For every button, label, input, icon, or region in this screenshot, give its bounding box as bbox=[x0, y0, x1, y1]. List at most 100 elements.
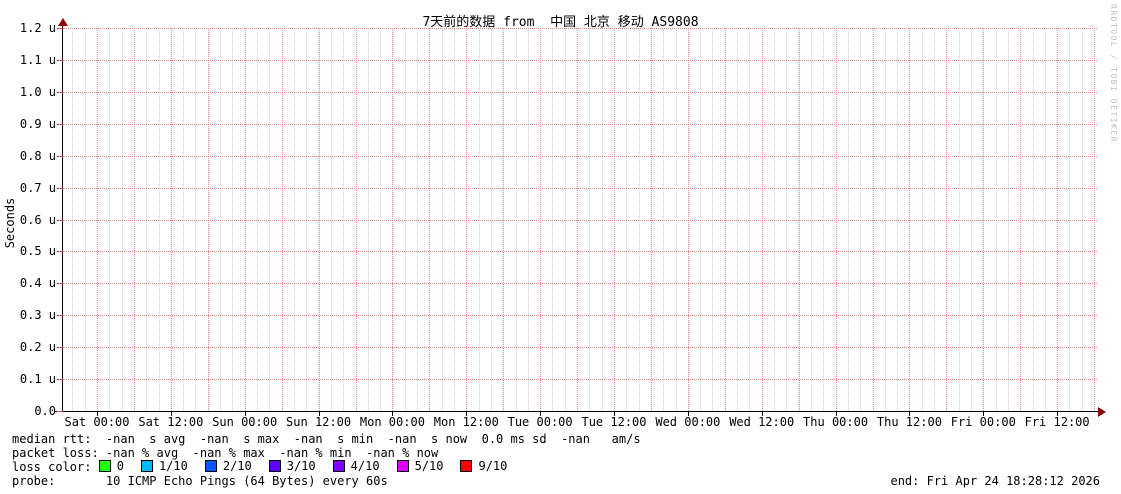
x-tick-label: Thu 12:00 bbox=[876, 415, 942, 429]
x-tick-label: Mon 00:00 bbox=[359, 415, 425, 429]
y-tick-label: 0.7 u bbox=[19, 180, 56, 195]
y-tick-mark bbox=[57, 28, 63, 29]
loss-color-item: 5/10 bbox=[396, 459, 444, 473]
y-tick-mark bbox=[57, 283, 63, 285]
end-timestamp: end: Fri Apr 24 18:28:12 2026 bbox=[890, 474, 1100, 488]
y-tick-label: 0.6 u bbox=[19, 212, 56, 227]
x-tick-mark bbox=[540, 411, 542, 416]
x-tick-label: Tue 00:00 bbox=[507, 415, 573, 429]
x-tick-mark bbox=[244, 411, 246, 416]
grid-line-major-horizontal bbox=[63, 283, 1097, 285]
y-tick-mark bbox=[57, 315, 63, 317]
grid-line-major-horizontal bbox=[63, 315, 1097, 317]
loss-color-items: 0 1/10 2/10 3/10 4/10 5/10 9/10 bbox=[98, 459, 525, 475]
loss-color-value: 0 bbox=[116, 459, 124, 473]
x-tick-label: Wed 00:00 bbox=[655, 415, 721, 429]
x-tick-mark bbox=[392, 411, 394, 416]
loss-color-value: 3/10 bbox=[286, 459, 316, 473]
loss-color-swatch bbox=[98, 460, 111, 472]
plot-area bbox=[63, 28, 1097, 411]
x-tick-label: Thu 00:00 bbox=[803, 415, 869, 429]
x-axis-line bbox=[55, 411, 1100, 412]
x-tick-label: Fri 00:00 bbox=[950, 415, 1016, 429]
loss-color-value: 1/10 bbox=[158, 459, 188, 473]
x-tick-label: Sat 00:00 bbox=[64, 415, 130, 429]
loss-color-swatch bbox=[332, 460, 345, 472]
rrdtool-watermark: RRDTOOL / TOBI OETIKER bbox=[1109, 4, 1118, 143]
probe-info: probe: 10 ICMP Echo Pings (64 Bytes) eve… bbox=[12, 474, 388, 488]
x-tick-label: Sat 12:00 bbox=[138, 415, 204, 429]
x-tick-mark bbox=[761, 411, 763, 416]
y-axis-line bbox=[62, 25, 63, 412]
x-tick-label: Sun 00:00 bbox=[212, 415, 278, 429]
x-tick-mark bbox=[170, 411, 172, 416]
y-tick-mark bbox=[57, 379, 63, 381]
loss-color-swatch bbox=[268, 460, 281, 472]
y-tick-label: 0.5 u bbox=[19, 244, 56, 259]
x-tick-label: Tue 12:00 bbox=[581, 415, 647, 429]
y-tick-label: 1.2 u bbox=[19, 21, 56, 35]
y-tick-mark bbox=[57, 347, 63, 349]
loss-color-swatch bbox=[460, 460, 473, 472]
x-tick-mark bbox=[97, 411, 98, 416]
grid-line-major-horizontal bbox=[63, 59, 1097, 61]
x-tick-mark bbox=[983, 411, 985, 416]
loss-color-item: 2/10 bbox=[204, 459, 252, 473]
grid-line-major-horizontal bbox=[63, 91, 1097, 93]
loss-color-swatch bbox=[396, 460, 409, 472]
loss-color-value: 9/10 bbox=[478, 459, 508, 473]
loss-color-item: 9/10 bbox=[460, 459, 507, 473]
x-tick-mark bbox=[909, 411, 911, 416]
y-tick-mark bbox=[57, 91, 63, 93]
y-tick-label: 0.1 u bbox=[19, 372, 56, 387]
y-tick-label: 1.0 u bbox=[19, 84, 56, 99]
y-tick-label: 0.8 u bbox=[19, 148, 56, 163]
loss-color-swatch bbox=[204, 460, 217, 472]
loss-color-swatch bbox=[140, 460, 153, 472]
x-tick-label: Fri 12:00 bbox=[1024, 415, 1090, 429]
y-tick-mark bbox=[57, 219, 63, 221]
loss-color-label: loss color: bbox=[12, 460, 99, 474]
loss-color-value: 4/10 bbox=[350, 459, 380, 473]
x-tick-label: Sun 12:00 bbox=[286, 415, 352, 429]
y-tick-mark bbox=[57, 59, 63, 61]
y-tick-label: 0.3 u bbox=[19, 308, 56, 323]
y-tick-label: 0.0 bbox=[34, 404, 56, 418]
packet-loss-stats: packet loss: -nan % avg -nan % max -nan … bbox=[12, 446, 439, 460]
x-tick-label: Wed 12:00 bbox=[729, 415, 795, 429]
grid-line-major-horizontal bbox=[63, 379, 1097, 381]
x-tick-label: Mon 12:00 bbox=[433, 415, 499, 429]
y-axis-arrow-icon bbox=[58, 18, 68, 26]
y-tick-label: 1.1 u bbox=[19, 52, 56, 67]
y-tick-mark bbox=[57, 251, 63, 253]
loss-color-item: 3/10 bbox=[268, 459, 316, 473]
y-tick-mark bbox=[57, 187, 63, 189]
x-tick-mark bbox=[835, 411, 837, 416]
graph-legend: median rtt: -nan s avg -nan s max -nan s… bbox=[12, 432, 1112, 488]
grid-line-major-horizontal bbox=[63, 28, 1097, 29]
grid-line-major-horizontal bbox=[63, 251, 1097, 253]
x-tick-mark bbox=[318, 411, 320, 416]
loss-color-value: 2/10 bbox=[222, 459, 252, 473]
y-tick-label: 0.4 u bbox=[19, 276, 56, 291]
grid-line-major-horizontal bbox=[63, 187, 1097, 189]
y-tick-mark bbox=[57, 411, 63, 412]
x-tick-mark bbox=[466, 411, 468, 416]
grid-line-major-horizontal bbox=[63, 219, 1097, 221]
loss-color-item: 1/10 bbox=[140, 459, 188, 473]
y-tick-mark bbox=[57, 155, 63, 157]
loss-color-value: 5/10 bbox=[414, 459, 444, 473]
y-tick-mark bbox=[57, 123, 63, 125]
x-tick-mark bbox=[1057, 411, 1059, 416]
median-rtt-stats: median rtt: -nan s avg -nan s max -nan s… bbox=[12, 432, 641, 446]
y-tick-label: 0.9 u bbox=[19, 116, 56, 131]
grid-line-major-horizontal bbox=[63, 347, 1097, 349]
graph-title: 7天前的数据 from 中国 北京 移动 AS9808 bbox=[422, 15, 699, 30]
grid-line-major-horizontal bbox=[63, 123, 1097, 125]
loss-color-legend: loss color: 0 1/10 2/10 3/10 4/10 5/10 9/10 bbox=[12, 459, 1112, 475]
x-tick-mark bbox=[687, 411, 689, 416]
loss-color-item: 0 bbox=[98, 459, 124, 473]
y-tick-label: 0.2 u bbox=[19, 340, 56, 355]
loss-color-item: 4/10 bbox=[332, 459, 380, 473]
